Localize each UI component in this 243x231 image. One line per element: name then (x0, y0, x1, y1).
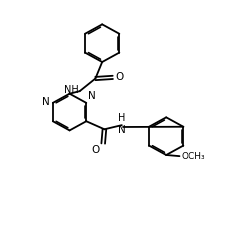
Text: NH: NH (64, 85, 78, 95)
Text: N: N (118, 125, 126, 135)
Text: OCH₃: OCH₃ (181, 152, 205, 161)
Text: N: N (42, 97, 50, 107)
Text: N: N (87, 91, 95, 101)
Text: H: H (118, 113, 125, 123)
Text: O: O (115, 72, 123, 82)
Text: O: O (91, 145, 100, 155)
